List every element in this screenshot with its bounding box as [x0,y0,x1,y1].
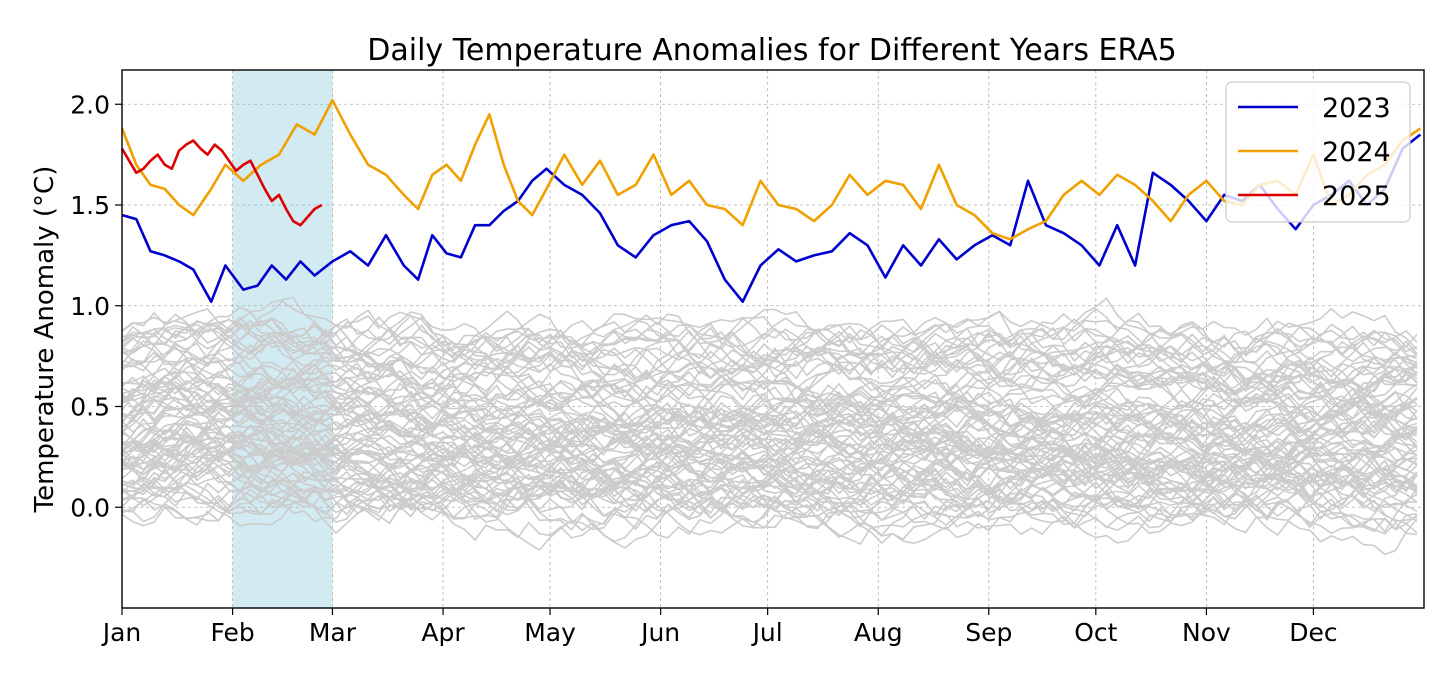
y-tick-label: 0.5 [70,393,110,422]
y-tick-label: 2.0 [70,90,110,119]
background-year-line [121,313,1418,388]
background-year-line [121,431,1418,513]
background-year-line [121,378,1418,440]
background-year-line [121,307,1418,384]
background-year-line [121,424,1418,502]
series-line-2024 [120,98,1422,241]
x-tick-label: Nov [1182,618,1231,647]
plot-area [120,70,1424,608]
background-year-line [121,407,1418,491]
highlight-series-layer [120,98,1422,304]
background-year-line [121,310,1418,390]
background-year-line [121,350,1418,407]
y-tick-label: 1.0 [70,292,110,321]
background-year-line [121,436,1418,515]
background-year-line [121,376,1418,452]
background-year-line [121,332,1418,396]
x-tick-label: May [524,618,576,647]
background-year-line [121,372,1418,452]
background-year-line [121,335,1418,405]
background-year-line [121,401,1418,459]
y-axis-ticks: 0.0 0.5 1.0 1.5 2.0 [70,90,122,522]
background-year-line [121,404,1418,471]
x-tick-label: Jun [639,618,680,647]
background-year-line [121,296,1418,394]
legend-box [1225,81,1411,223]
background-year-line [121,385,1418,454]
x-tick-label: Sep [965,618,1012,647]
legend: 2023 2024 2025 [1225,81,1411,223]
background-year-line [121,386,1418,466]
series-line-2023 [121,133,1422,304]
legend-label-2025: 2025 [1322,181,1391,212]
y-tick-label: 1.5 [70,191,110,220]
background-year-line [121,318,1418,398]
background-year-line [121,462,1418,535]
x-tick-label: Dec [1289,618,1337,647]
series-line-2025 [120,139,323,227]
background-year-line [121,450,1418,519]
x-tick-label: Apr [421,618,465,647]
background-year-line [121,388,1418,472]
legend-label-2023: 2023 [1322,93,1391,124]
y-tick-label: 0.0 [70,493,110,522]
legend-label-2024: 2024 [1322,137,1391,168]
x-tick-label: Jan [101,618,142,647]
chart-title: Daily Temperature Anomalies for Differen… [367,33,1176,68]
x-tick-label: Jul [751,618,783,647]
background-year-line [121,446,1418,516]
plot-frame [121,69,1425,609]
background-year-line [121,316,1418,397]
y-axis-label: Temperature Anomaly (°C) [30,166,60,514]
background-year-line [121,458,1418,534]
background-year-line [121,397,1418,471]
x-tick-label: Oct [1074,618,1117,647]
background-year-line [121,376,1418,479]
x-tick-label: Mar [309,618,357,647]
background-year-line [121,354,1418,429]
background-year-line [121,481,1418,556]
background-year-line [121,377,1418,455]
background-year-line [121,352,1418,434]
background-series-layer [121,296,1418,556]
background-year-line [121,450,1418,509]
background-year-line [121,392,1417,463]
x-tick-label: Feb [210,618,254,647]
x-axis-ticks: Jan Feb Mar Apr May Jun Jul Aug Sep Oct Nov Dec [101,608,1338,647]
background-year-line [121,395,1418,496]
x-tick-label: Aug [854,618,903,647]
background-year-line [121,398,1418,473]
